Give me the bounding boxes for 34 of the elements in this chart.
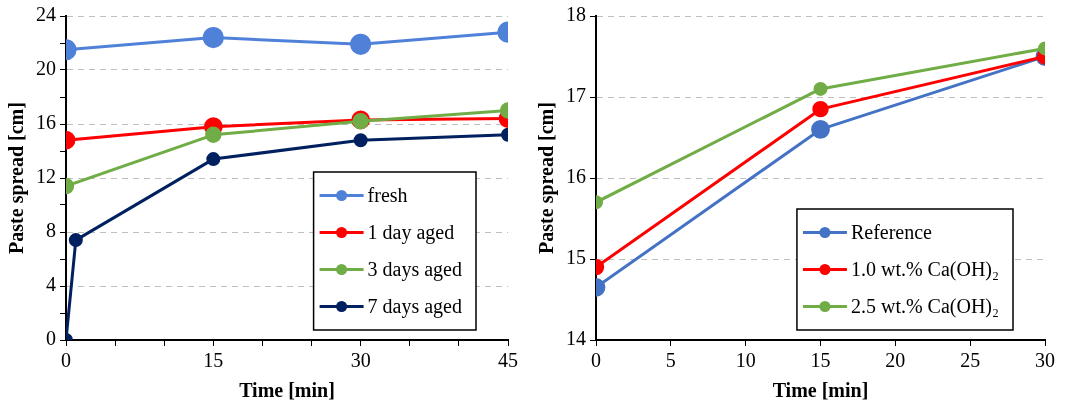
x-axis-title: Time [min] — [239, 379, 335, 402]
legend-label: 2.5 wt.% Ca(OH)₂ — [850, 294, 1000, 318]
x-tick-label: 0 — [61, 349, 71, 372]
y-tick-label: 12 — [36, 165, 56, 188]
y-tick-label: 0 — [46, 327, 56, 350]
legend-label: 3 days aged — [367, 257, 463, 281]
x-tick-label: 45 — [498, 349, 518, 372]
y-axis-title: Paste spread [cm] — [535, 102, 559, 254]
legend-label: Reference — [850, 220, 933, 243]
legend-label: 1 day aged — [367, 220, 455, 244]
y-tick-label: 4 — [46, 273, 56, 296]
y-tick-label: 15 — [566, 246, 586, 269]
x-tick-label: 15 — [810, 349, 831, 372]
y-tick-label: 14 — [566, 327, 586, 350]
legend-label: fresh — [367, 183, 408, 206]
y-tick-label: 16 — [36, 111, 56, 134]
legend-label: 7 days aged — [367, 294, 463, 318]
y-tick-label: 24 — [36, 3, 56, 26]
y-tick-label: 8 — [46, 219, 56, 242]
x-axis-title: Time [min] — [772, 379, 869, 402]
y-axis-title: Paste spread [cm] — [5, 102, 29, 254]
x-tick-label: 20 — [885, 349, 906, 372]
x-tick-label: 5 — [665, 349, 676, 372]
y-tick-label: 16 — [566, 165, 586, 188]
x-tick-label: 25 — [960, 349, 981, 372]
x-tick-label: 0 — [591, 349, 601, 372]
legend-label: 1.0 wt.% Ca(OH)₂ — [850, 257, 1000, 281]
y-tick-label: 18 — [566, 3, 586, 26]
x-tick-label: 30 — [1035, 349, 1055, 372]
x-tick-label: 10 — [735, 349, 756, 372]
x-tick-label: 30 — [350, 349, 371, 372]
x-tick-label: 15 — [203, 349, 224, 372]
y-tick-label: 20 — [36, 57, 56, 80]
y-tick-label: 17 — [566, 84, 586, 107]
